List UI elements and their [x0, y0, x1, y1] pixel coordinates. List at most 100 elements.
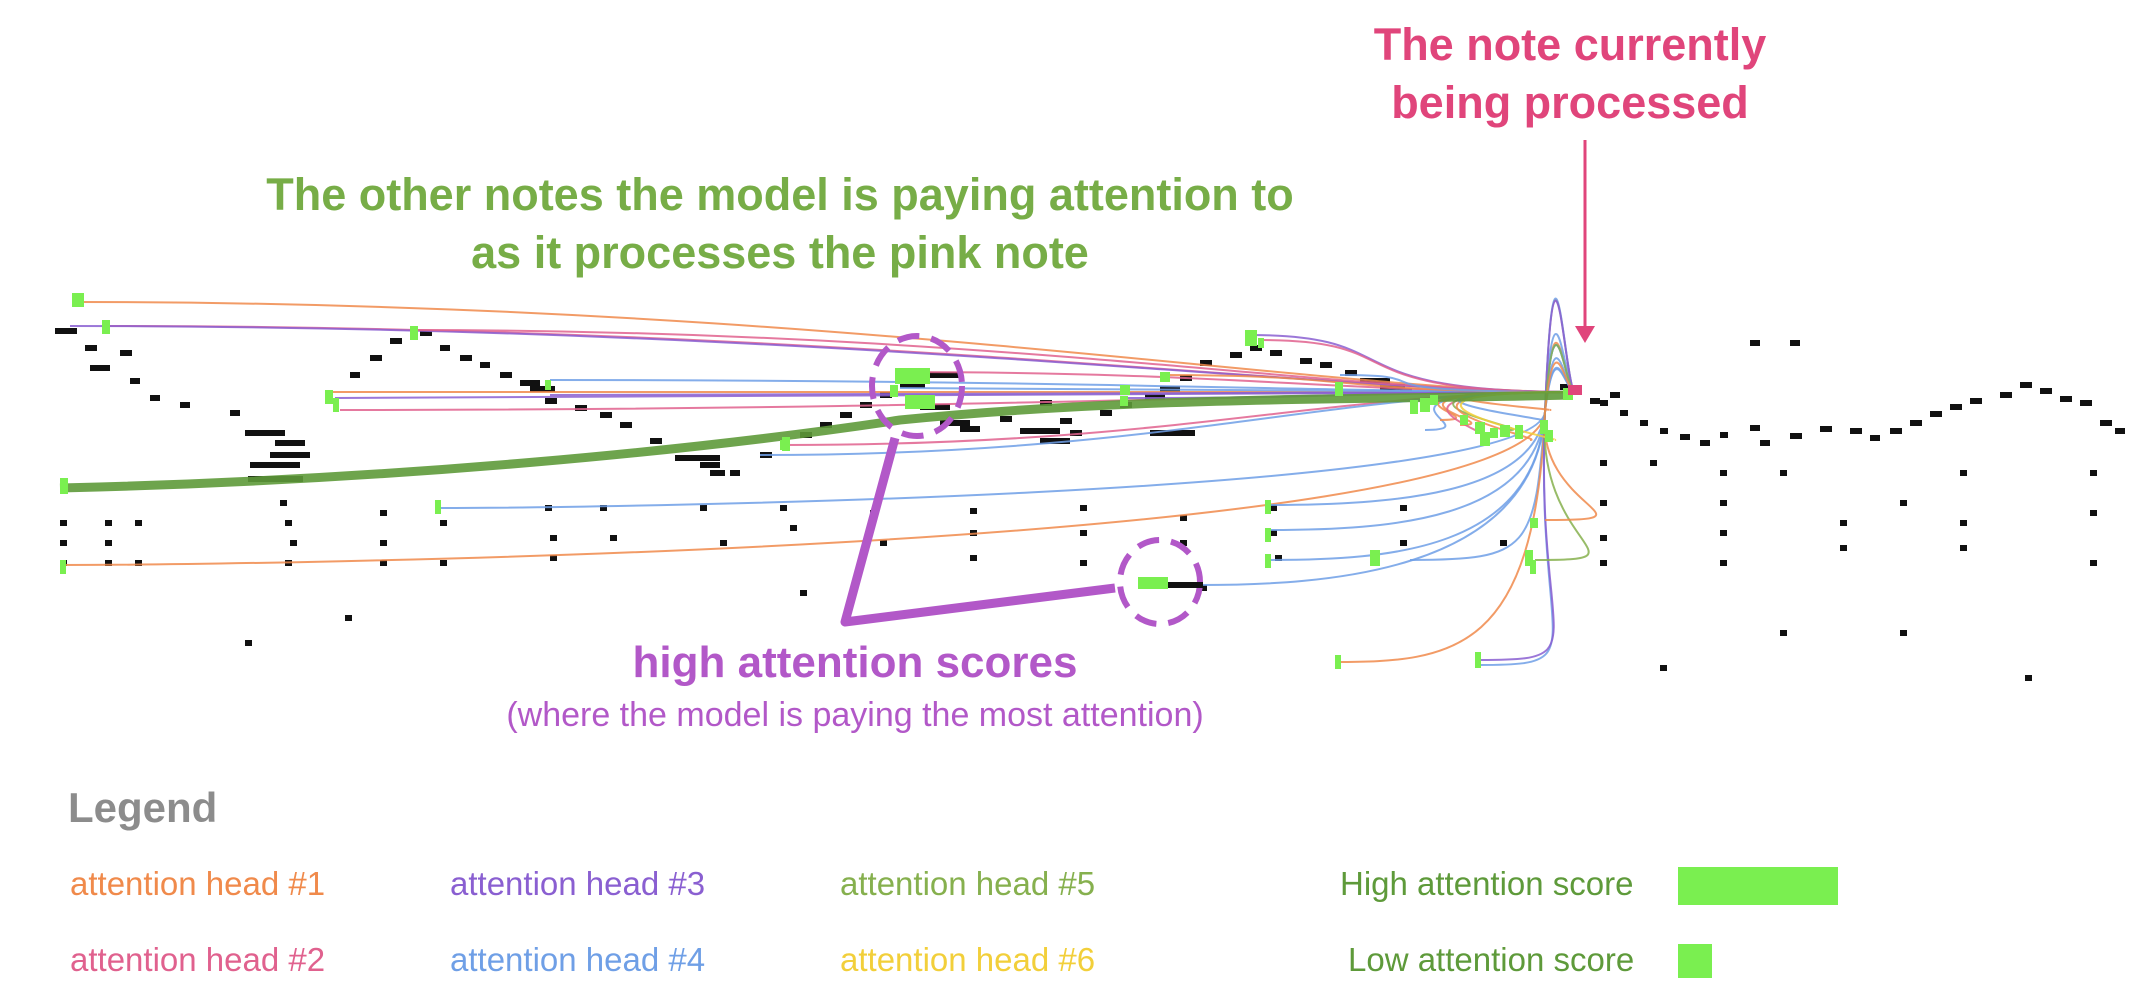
- note: [600, 412, 612, 418]
- attention-link: [409, 329, 1576, 393]
- bass-note: [1400, 505, 1407, 511]
- attended-note: [1430, 395, 1438, 405]
- attended-note: [72, 293, 84, 307]
- bass-note: [1400, 540, 1407, 546]
- legend-head-4: attention head #4: [450, 941, 706, 978]
- attended-note: [1335, 655, 1341, 669]
- current-note-arrowhead: [1575, 326, 1595, 343]
- bass-note: [1720, 500, 1727, 506]
- note: [1320, 362, 1332, 368]
- bass-note: [610, 535, 617, 541]
- bass-note: [1275, 555, 1282, 561]
- attended-note: [895, 368, 930, 384]
- attended-note: [1265, 554, 1271, 568]
- bass-note: [1840, 545, 1847, 551]
- strong-attention-link: [59, 390, 1571, 493]
- bass-note: [1660, 665, 1667, 671]
- bass-note: [245, 640, 252, 646]
- attended-note: [1160, 372, 1170, 382]
- bass-note: [60, 520, 67, 526]
- attention-link: [59, 341, 1576, 566]
- note: [1610, 392, 1620, 398]
- note: [2115, 428, 2125, 434]
- attended-note: [435, 500, 441, 514]
- attended-note: [1120, 385, 1130, 395]
- note: [150, 395, 160, 401]
- attended-note: [1410, 400, 1418, 414]
- note: [700, 462, 720, 468]
- note: [1910, 420, 1922, 426]
- bass-note: [1270, 505, 1277, 511]
- bass-note: [1080, 530, 1087, 536]
- bass-note: [280, 500, 287, 506]
- note: [545, 398, 557, 404]
- current-note-label-line1: The note currently: [1373, 19, 1767, 70]
- bass-note: [440, 520, 447, 526]
- attended-note: [1120, 396, 1128, 406]
- note: [2080, 400, 2092, 406]
- attended-note: [1525, 550, 1533, 566]
- note: [440, 345, 450, 351]
- bass-note: [1720, 470, 1727, 476]
- note: [230, 410, 240, 416]
- attended-note: [1265, 528, 1271, 542]
- note: [1345, 370, 1357, 376]
- attended-note: [1265, 500, 1271, 514]
- note: [1750, 425, 1760, 431]
- note: [1620, 410, 1628, 416]
- note: [1750, 340, 1760, 346]
- note: [2020, 382, 2032, 388]
- attention-links: [59, 297, 1598, 666]
- attended-note: [1460, 415, 1468, 425]
- attention-link: [77, 301, 1576, 393]
- note: [130, 378, 140, 384]
- bass-note: [1960, 470, 1967, 476]
- bass-note: [1600, 535, 1607, 541]
- attended-note: [905, 395, 935, 409]
- note: [1790, 433, 1802, 439]
- note: [1790, 340, 1800, 346]
- bass-note: [790, 525, 797, 531]
- note: [1720, 432, 1728, 438]
- note: [2040, 388, 2052, 394]
- attended-note: [780, 440, 788, 450]
- attended-note: [60, 560, 66, 574]
- note: [1150, 430, 1195, 436]
- note: [1950, 404, 1962, 410]
- bass-note: [720, 540, 727, 546]
- bass-note: [600, 505, 607, 511]
- note: [270, 452, 310, 458]
- note: [1560, 384, 1570, 390]
- note: [245, 430, 285, 436]
- attended-note: [1500, 425, 1510, 437]
- bass-note: [440, 560, 447, 566]
- bass-note: [550, 535, 557, 541]
- bass-note: [1180, 515, 1187, 521]
- bass-note: [1840, 520, 1847, 526]
- bass-note: [2090, 560, 2097, 566]
- legend-low-score-label: Low attention score: [1348, 941, 1635, 978]
- bass-note: [2090, 470, 2097, 476]
- note: [1660, 428, 1668, 434]
- high-scores-title: high attention scores: [632, 638, 1078, 687]
- bass-note: [970, 555, 977, 561]
- note: [90, 365, 110, 371]
- note: [1300, 358, 1312, 364]
- high-score-circle-1: [869, 333, 965, 439]
- attended-note: [1530, 518, 1538, 528]
- attention-link: [439, 366, 1576, 509]
- attended-notes-label-line2: as it processes the pink note: [471, 227, 1089, 278]
- attended-note: [1335, 382, 1343, 396]
- bass-note: [1780, 630, 1787, 636]
- bass-note: [1270, 530, 1277, 536]
- note: [960, 426, 980, 432]
- bass-note: [380, 510, 387, 516]
- note: [940, 420, 970, 426]
- legend-head-2: attention head #2: [70, 941, 326, 978]
- attention-link: [1269, 357, 1576, 531]
- high-score-note-2: [1138, 577, 1168, 589]
- attended-note: [1515, 425, 1523, 439]
- attended-note: [1545, 430, 1553, 442]
- bass-note: [1600, 500, 1607, 506]
